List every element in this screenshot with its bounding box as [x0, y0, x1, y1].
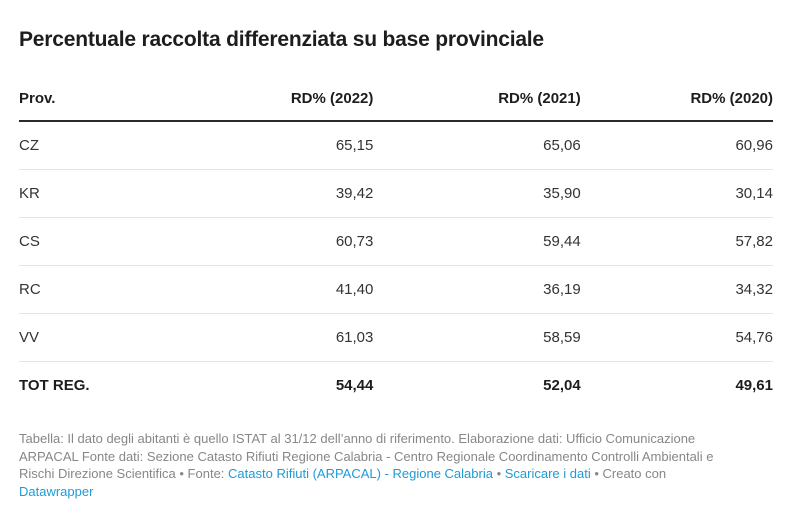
table-cell: 60,96 [580, 121, 773, 171]
table-cell: 49,61 [735, 377, 773, 395]
footer-text: • Creato con [590, 466, 667, 482]
table-cell: 58,59 [373, 313, 581, 363]
table-cell: KR [19, 169, 170, 219]
table-cell: 36,19 [373, 265, 581, 315]
column-header-rd-2022: RD% (2022) [169, 90, 374, 123]
footer-text: Tabella: Il dato degli abitanti è quello… [19, 431, 696, 447]
page-title: Percentuale raccolta differenziata su ba… [19, 28, 544, 51]
table-header: Prov. RD% (2022) RD% (2021) RD% (2020) [19, 90, 773, 123]
table-cell: 52,04 [543, 377, 581, 395]
table-row-total: TOT REG. 54,44 52,04 49,61 [19, 362, 773, 410]
footer-separator: • [492, 466, 505, 482]
table-cell: 57,82 [580, 217, 773, 267]
footer-text: ARPACAL Fonte dati: Sezione Catasto Rifi… [19, 448, 714, 464]
column-header-rd-2021: RD% (2021) [373, 90, 581, 123]
column-header-prov: Prov. [19, 90, 170, 123]
table-cell: 34,32 [580, 265, 773, 315]
download-data-link[interactable]: Scaricare i dati [504, 466, 591, 482]
data-table: Prov. RD% (2022) RD% (2021) RD% (2020) C… [19, 90, 773, 409]
table-header-row: Prov. RD% (2022) RD% (2021) RD% (2020) [19, 90, 773, 123]
table-cell: 30,14 [580, 169, 773, 219]
table-cell: CZ [19, 121, 170, 171]
table-cell: 54,44 [335, 377, 374, 395]
table-cell: VV [19, 313, 170, 363]
datawrapper-link[interactable]: Datawrapper [19, 483, 94, 499]
footer-text: Rischi Direzione Scientifica • Fonte: [19, 466, 229, 482]
table-row-vv: VV 61,03 58,59 54,76 [19, 313, 773, 363]
column-header-rd-2020: RD% (2020) [580, 90, 773, 123]
table-cell: 54,76 [580, 313, 773, 363]
footer-line: Rischi Direzione Scientifica • Fonte: Ca… [19, 465, 773, 483]
table-cell: 61,03 [169, 313, 374, 363]
table-body: CZ 65,15 65,06 60,96 KR 39,42 35,90 30,1… [19, 121, 773, 409]
table-row-rc: RC 41,40 36,19 34,32 [19, 265, 773, 315]
table-row-kr: KR 39,42 35,90 30,14 [19, 169, 773, 219]
table-cell: 65,06 [373, 121, 581, 171]
table-cell: 65,15 [169, 121, 374, 171]
table-cell: 41,40 [169, 265, 374, 315]
table-cell: 60,73 [169, 217, 374, 267]
footer-line: Datawrapper [19, 483, 773, 501]
source-link-catasto-rifiuti[interactable]: Catasto Rifiuti (ARPACAL) - Regione Cala… [228, 466, 493, 482]
table-cell: 39,42 [169, 169, 374, 219]
footer-line: ARPACAL Fonte dati: Sezione Catasto Rifi… [19, 448, 773, 466]
table-cell: 59,44 [373, 217, 581, 267]
table-cell: TOT REG. [19, 377, 90, 395]
table-cell: 35,90 [373, 169, 581, 219]
footer-line: Tabella: Il dato degli abitanti è quello… [19, 430, 773, 448]
table-row-cs: CS 60,73 59,44 57,82 [19, 217, 773, 267]
table-cell: CS [19, 217, 170, 267]
table-row-cz: CZ 65,15 65,06 60,96 [19, 121, 773, 171]
table-cell: RC [19, 265, 170, 315]
footer-notes: Tabella: Il dato degli abitanti è quello… [19, 430, 773, 500]
